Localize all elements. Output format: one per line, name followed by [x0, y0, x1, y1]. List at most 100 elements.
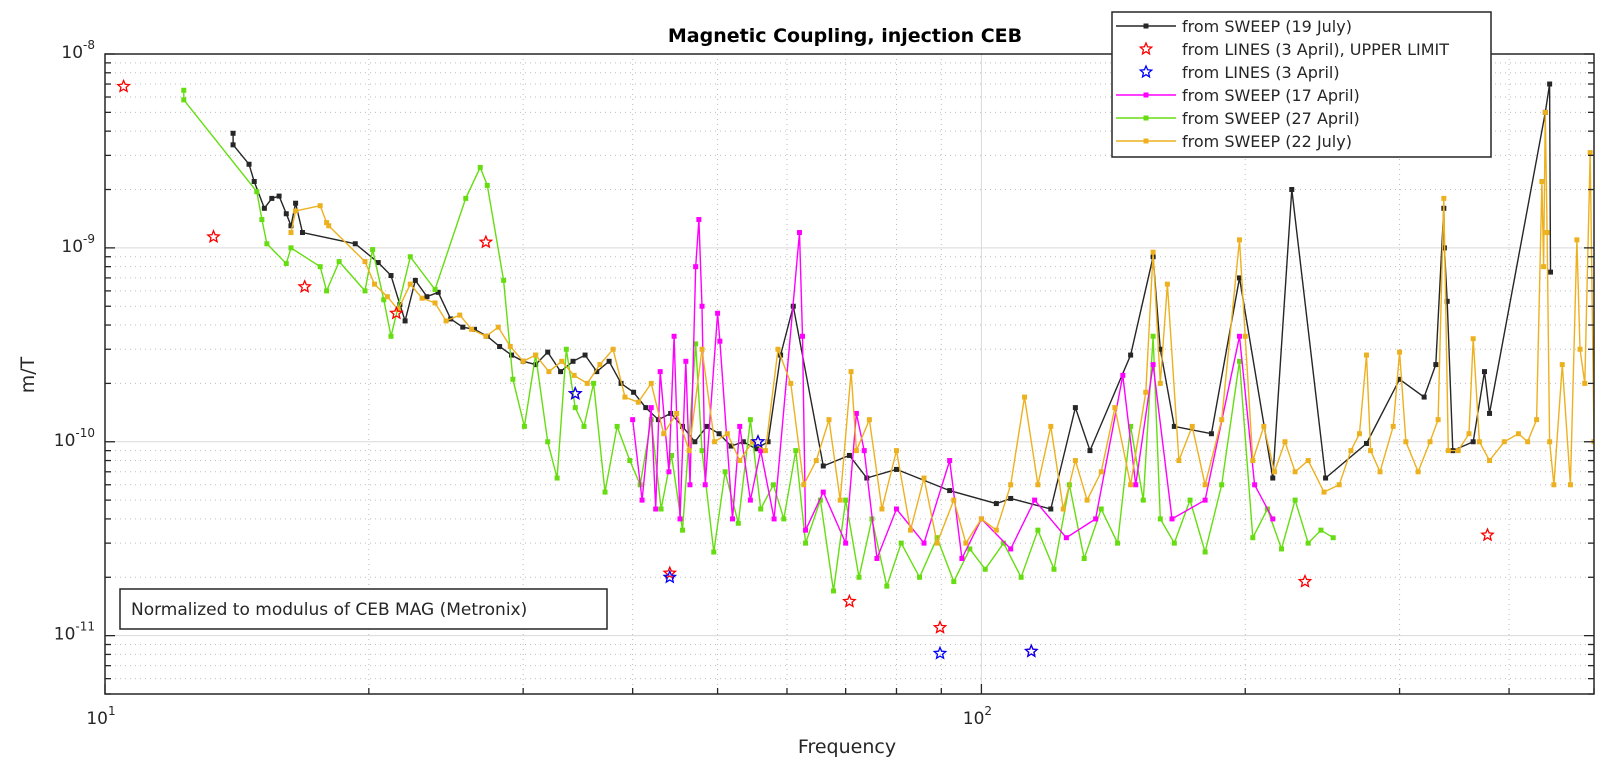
legend-box [1111, 11, 1492, 158]
data-point [907, 527, 913, 533]
data-point [934, 540, 940, 546]
data-point [1515, 431, 1521, 437]
data-point [1171, 540, 1177, 546]
data-point [893, 466, 899, 472]
data-point [362, 288, 368, 294]
data-point [594, 369, 600, 375]
data-point [1072, 458, 1078, 464]
y-tick-label: 10-9 [61, 232, 95, 257]
data-point [1321, 489, 1327, 495]
data-point [1112, 405, 1118, 411]
data-point [545, 439, 551, 445]
data-point [484, 182, 490, 188]
data-point [680, 527, 686, 533]
data-point [388, 333, 394, 339]
data-point [993, 527, 999, 533]
data-point [1445, 448, 1451, 454]
data-point [686, 448, 692, 454]
data-point [692, 439, 698, 445]
data-point [375, 260, 381, 266]
data-point [674, 410, 680, 416]
data-point [1336, 482, 1342, 488]
data-point [643, 405, 649, 411]
data-point [1140, 497, 1146, 503]
data-point [661, 431, 667, 437]
data-point [606, 358, 612, 364]
data-point [696, 217, 702, 223]
data-point [545, 349, 551, 355]
data-point [1128, 352, 1134, 358]
data-point [614, 423, 620, 429]
data-point [820, 489, 826, 495]
data-point [352, 241, 358, 247]
data-point [288, 223, 294, 229]
data-point [1289, 187, 1295, 193]
data-point [402, 318, 408, 324]
data-point [463, 195, 469, 201]
data-point [861, 448, 867, 454]
star-marker [1024, 643, 1039, 658]
data-point [1270, 516, 1276, 522]
data-point [826, 417, 832, 423]
data-point [269, 195, 275, 201]
legend-item[interactable]: from SWEEP (17 April) [1116, 86, 1360, 105]
data-point [395, 307, 401, 313]
data-point [1157, 516, 1163, 522]
data-point [1541, 264, 1547, 270]
data-point [388, 273, 394, 279]
data-point [1252, 482, 1258, 488]
legend-item[interactable]: from LINES (3 April) [1138, 63, 1340, 82]
data-point [627, 458, 633, 464]
data-point [648, 405, 654, 411]
data-point [1202, 482, 1208, 488]
data-point [1270, 475, 1276, 481]
series-2 [567, 385, 1039, 660]
data-point [1444, 298, 1450, 304]
data-point [1164, 281, 1170, 287]
data-point [1368, 448, 1374, 454]
data-point [384, 294, 390, 300]
legend-marker [1143, 138, 1149, 144]
legend[interactable]: from SWEEP (19 July) from LINES (3 April)… [1111, 11, 1492, 158]
data-point [554, 475, 560, 481]
data-point [477, 164, 483, 170]
data-point [1539, 178, 1545, 184]
data-point [509, 352, 515, 358]
data-point [407, 254, 413, 260]
data-point [893, 448, 899, 454]
data-point [898, 540, 904, 546]
data-point [803, 527, 809, 533]
data-point [1150, 249, 1156, 255]
data-point [317, 203, 323, 209]
data-point [1250, 535, 1256, 541]
legend-item[interactable]: from SWEEP (27 April) [1116, 109, 1360, 128]
data-point [1048, 506, 1054, 512]
data-point [610, 346, 616, 352]
data-point [288, 230, 294, 236]
data-point [1098, 506, 1104, 512]
legend-item[interactable]: from SWEEP (19 July) [1116, 17, 1352, 36]
legend-item[interactable]: from SWEEP (22 July) [1116, 132, 1352, 151]
data-point [1128, 482, 1134, 488]
data-point [584, 380, 590, 386]
data-point [1330, 535, 1336, 541]
legend-star-icon [1138, 41, 1154, 56]
data-point [848, 369, 854, 375]
data-point [747, 417, 753, 423]
legend-item[interactable]: from LINES (3 April), UPPER LIMIT [1138, 40, 1449, 59]
data-point [775, 346, 781, 352]
data-point [963, 540, 969, 546]
legend-star-icon [1138, 64, 1154, 79]
data-point [582, 352, 588, 358]
data-point [1157, 346, 1163, 352]
data-point [1051, 566, 1057, 572]
data-point [288, 245, 294, 251]
data-point [324, 220, 330, 226]
data-point [747, 497, 753, 503]
data-point [1547, 81, 1553, 87]
data-point [762, 448, 768, 454]
data-point [424, 294, 430, 300]
data-point [1035, 482, 1041, 488]
legend-marker [1143, 115, 1149, 121]
data-point [813, 458, 819, 464]
